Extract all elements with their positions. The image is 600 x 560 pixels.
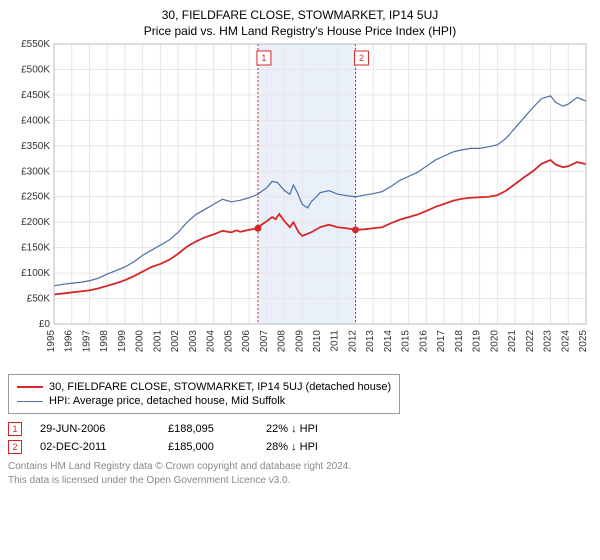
x-tick-label: 2000 bbox=[135, 330, 146, 353]
x-tick-label: 2022 bbox=[525, 330, 536, 353]
x-tick-label: 2012 bbox=[347, 330, 358, 353]
y-tick-label: £450K bbox=[21, 90, 50, 101]
x-tick-label: 2018 bbox=[454, 330, 465, 353]
legend-row: HPI: Average price, detached house, Mid … bbox=[17, 395, 391, 407]
chart-area: £0 £50K £100K £150K £200K £250K £300K £350K £400… bbox=[8, 40, 592, 370]
y-tick-label: £350K bbox=[21, 141, 50, 152]
footer-line-1: Contains HM Land Registry data © Crown c… bbox=[8, 460, 592, 474]
legend-label: HPI: Average price, detached house, Mid … bbox=[49, 395, 285, 407]
x-tick-label: 2016 bbox=[418, 330, 429, 353]
y-tick-label: £550K bbox=[21, 40, 50, 50]
x-tick-label: 2014 bbox=[383, 330, 394, 353]
x-tick-label: 2001 bbox=[152, 330, 163, 353]
x-tick-label: 2020 bbox=[489, 330, 500, 353]
x-tick-label: 1999 bbox=[117, 330, 128, 353]
x-tick-label: 2021 bbox=[507, 330, 518, 353]
sales-date: 29-JUN-2006 bbox=[40, 423, 150, 435]
x-tick-label: 2004 bbox=[206, 330, 217, 353]
footer-attribution: Contains HM Land Registry data © Crown c… bbox=[8, 460, 592, 487]
chart-subtitle: Price paid vs. HM Land Registry's House … bbox=[8, 24, 592, 38]
x-tick-label: 1995 bbox=[46, 330, 57, 353]
y-tick-label: £0 bbox=[39, 319, 51, 330]
x-tick-label: 2019 bbox=[472, 330, 483, 353]
x-tick-label: 2011 bbox=[330, 330, 341, 352]
sale-point-dot bbox=[352, 226, 359, 233]
x-tick-label: 2008 bbox=[277, 330, 288, 353]
sales-delta: 22% ↓ HPI bbox=[266, 423, 376, 435]
sales-price: £188,095 bbox=[168, 423, 248, 435]
y-tick-label: £500K bbox=[21, 64, 50, 75]
highlight-band bbox=[258, 44, 356, 324]
y-tick-label: £200K bbox=[21, 217, 50, 228]
legend-row: 30, FIELDFARE CLOSE, STOWMARKET, IP14 5U… bbox=[17, 381, 391, 393]
x-tick-label: 2010 bbox=[312, 330, 323, 353]
x-tick-label: 1997 bbox=[81, 330, 92, 353]
x-tick-label: 2015 bbox=[401, 330, 412, 353]
x-tick-label: 2007 bbox=[259, 330, 270, 353]
legend-box: 30, FIELDFARE CLOSE, STOWMARKET, IP14 5U… bbox=[8, 374, 400, 414]
footer-line-2: This data is licensed under the Open Gov… bbox=[8, 474, 592, 488]
y-tick-label: £100K bbox=[21, 268, 50, 279]
sales-table: 1 29-JUN-2006 £188,095 22% ↓ HPI 2 02-DEC-201… bbox=[8, 422, 592, 454]
sale-point-dot bbox=[254, 225, 261, 232]
x-tick-label: 1996 bbox=[64, 330, 75, 353]
legend-label: 30, FIELDFARE CLOSE, STOWMARKET, IP14 5U… bbox=[49, 381, 391, 393]
x-tick-label: 2024 bbox=[560, 330, 571, 353]
x-tick-label: 2025 bbox=[578, 330, 589, 353]
sales-row: 1 29-JUN-2006 £188,095 22% ↓ HPI bbox=[8, 422, 592, 436]
chart-title-address: 30, FIELDFARE CLOSE, STOWMARKET, IP14 5U… bbox=[8, 8, 592, 22]
marker-number: 2 bbox=[359, 53, 364, 63]
sales-date: 02-DEC-2011 bbox=[40, 441, 150, 453]
x-tick-label: 2005 bbox=[223, 330, 234, 353]
x-tick-label: 2009 bbox=[294, 330, 305, 353]
x-tick-label: 2003 bbox=[188, 330, 199, 353]
y-tick-label: £300K bbox=[21, 166, 50, 177]
sales-price: £185,000 bbox=[168, 441, 248, 453]
x-tick-label: 2017 bbox=[436, 330, 447, 353]
x-tick-label: 2013 bbox=[365, 330, 376, 353]
sales-marker: 1 bbox=[8, 422, 22, 436]
legend-swatch bbox=[17, 386, 43, 388]
x-tick-label: 2002 bbox=[170, 330, 181, 353]
marker-number: 1 bbox=[261, 53, 266, 63]
legend-swatch bbox=[17, 401, 43, 402]
y-tick-label: £400K bbox=[21, 115, 50, 126]
y-tick-label: £250K bbox=[21, 192, 50, 203]
y-tick-label: £150K bbox=[21, 243, 50, 254]
y-tick-label: £50K bbox=[27, 294, 51, 305]
x-tick-label: 2006 bbox=[241, 330, 252, 353]
sales-row: 2 02-DEC-2011 £185,000 28% ↓ HPI bbox=[8, 440, 592, 454]
sales-marker: 2 bbox=[8, 440, 22, 454]
sales-delta: 28% ↓ HPI bbox=[266, 441, 376, 453]
price-chart-svg: £0 £50K £100K £150K £200K £250K £300K £350K £400… bbox=[8, 40, 592, 370]
x-tick-label: 1998 bbox=[99, 330, 110, 353]
x-tick-label: 2023 bbox=[543, 330, 554, 353]
